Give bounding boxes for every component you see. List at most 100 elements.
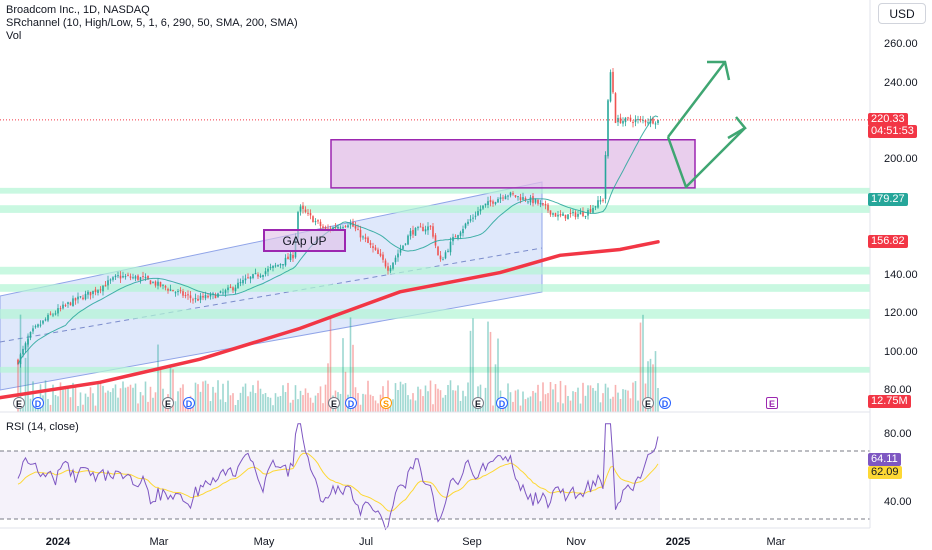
candle xyxy=(74,298,77,301)
volume-bar xyxy=(444,395,447,412)
candle xyxy=(579,212,582,215)
earnings-marker[interactable]: E xyxy=(642,397,654,409)
candle xyxy=(652,118,654,124)
earnings-marker[interactable]: E xyxy=(13,397,25,409)
volume-bar xyxy=(249,391,252,412)
candle xyxy=(304,209,307,212)
volume-bar xyxy=(519,405,522,412)
candle xyxy=(387,266,389,271)
volume-bar xyxy=(514,390,517,412)
candle xyxy=(84,293,87,300)
volume-bar xyxy=(107,390,109,412)
rsi-legend[interactable]: RSI (14, close) xyxy=(6,421,79,433)
candle xyxy=(589,209,592,212)
candle xyxy=(357,229,359,231)
volume-bar xyxy=(109,392,112,412)
rsi-line xyxy=(17,423,659,531)
volume-bar xyxy=(554,384,557,412)
volume-bar xyxy=(327,363,329,412)
volume-bar xyxy=(94,405,97,412)
dividend-marker[interactable]: D xyxy=(659,397,671,409)
volume-bar xyxy=(452,390,454,412)
dividend-marker[interactable]: D xyxy=(32,397,44,409)
volume-bar xyxy=(527,397,529,412)
volume-bar xyxy=(542,382,544,412)
volume-bar xyxy=(92,393,94,412)
indicator-legend[interactable]: SRchannel (10, High/Low, 5, 1, 6, 290, 5… xyxy=(6,17,298,29)
volume-bar xyxy=(507,383,509,412)
volume-bar xyxy=(544,394,547,412)
earnings-marker[interactable]: E xyxy=(472,397,484,409)
volume-bar xyxy=(302,395,304,412)
volume-bar xyxy=(457,385,459,412)
candle xyxy=(529,197,532,203)
volume-bar xyxy=(122,381,124,412)
candle xyxy=(557,214,559,217)
volume-bar xyxy=(199,391,202,412)
candle xyxy=(414,227,417,236)
sma200-line xyxy=(0,240,660,400)
future-earnings-marker[interactable]: E xyxy=(766,397,778,409)
currency-button[interactable]: USD xyxy=(878,3,926,24)
volume-bar xyxy=(409,399,412,412)
earnings-marker[interactable]: E xyxy=(162,397,174,409)
candle xyxy=(644,120,647,123)
candle xyxy=(199,295,202,300)
split-marker[interactable]: S xyxy=(380,397,392,409)
volume-bar xyxy=(87,396,89,412)
candle xyxy=(572,211,574,214)
candle xyxy=(64,305,67,307)
volume-bar xyxy=(257,380,259,412)
volume-bar xyxy=(437,388,439,412)
candle xyxy=(284,257,287,266)
volume-legend[interactable]: Vol xyxy=(6,30,22,42)
candle xyxy=(54,313,57,315)
volume-bar xyxy=(67,388,69,412)
volume-bar xyxy=(194,382,197,412)
earnings-marker[interactable]: E xyxy=(328,397,340,409)
candle xyxy=(232,287,234,291)
candle xyxy=(369,242,372,245)
candle xyxy=(609,72,612,102)
candle xyxy=(194,298,197,300)
volume-bar xyxy=(357,393,359,412)
candle xyxy=(172,289,174,292)
candle xyxy=(552,213,554,215)
candle xyxy=(377,249,379,254)
volume-bar xyxy=(169,365,172,412)
volume-bar xyxy=(274,393,277,412)
volume-bar xyxy=(312,402,314,412)
volume-bar xyxy=(29,398,32,412)
candle xyxy=(522,197,524,200)
candle xyxy=(234,287,237,292)
volume-bar xyxy=(264,393,267,412)
volume-bar xyxy=(497,338,499,412)
volume-bar xyxy=(239,392,242,412)
volume-bar xyxy=(464,396,467,412)
candle xyxy=(412,229,414,235)
volume-bar xyxy=(364,394,367,412)
gap-up-annotation[interactable]: GAp UP xyxy=(263,229,346,252)
candle xyxy=(79,296,82,298)
projection-arrow xyxy=(667,61,726,138)
candle xyxy=(134,276,137,279)
candle xyxy=(507,195,509,197)
dividend-marker[interactable]: D xyxy=(345,397,357,409)
volume-bar xyxy=(89,387,92,412)
candle xyxy=(299,206,302,212)
volume-bar xyxy=(617,392,619,412)
candle xyxy=(314,221,317,223)
dividend-marker[interactable]: D xyxy=(183,397,195,409)
candle xyxy=(442,259,444,261)
volume-bar xyxy=(589,385,592,412)
volume-bar xyxy=(252,385,254,412)
candle xyxy=(242,279,244,284)
volume-bar xyxy=(619,398,622,412)
time-tick: May xyxy=(253,536,275,548)
dividend-marker[interactable]: D xyxy=(496,397,508,409)
volume-bar xyxy=(142,395,144,412)
volume-bar xyxy=(612,396,614,412)
candle xyxy=(494,202,497,204)
volume-bar xyxy=(84,393,87,412)
